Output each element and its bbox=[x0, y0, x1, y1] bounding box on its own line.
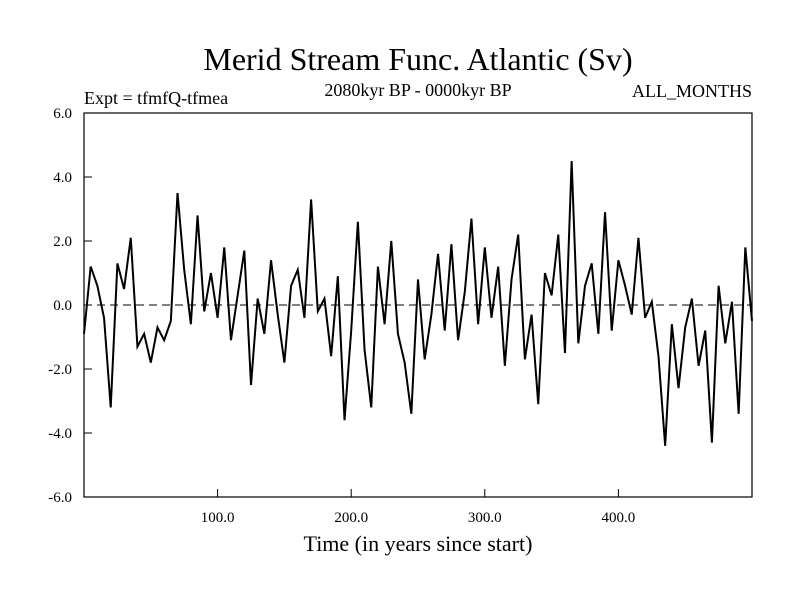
y-tick-label: 0.0 bbox=[53, 298, 72, 314]
x-axis-title: Time (in years since start) bbox=[304, 531, 533, 556]
y-tick-label: 6.0 bbox=[53, 106, 72, 122]
y-tick-label: -4.0 bbox=[48, 426, 72, 442]
time-range-label: 2080kyr BP - 0000kyr BP bbox=[324, 80, 511, 100]
y-tick-label: -2.0 bbox=[48, 362, 72, 378]
x-axis: 100.0 200.0 300.0 400.0 bbox=[201, 489, 636, 526]
months-label: ALL_MONTHS bbox=[632, 81, 752, 101]
x-tick-label: 300.0 bbox=[468, 510, 502, 526]
series-group bbox=[83, 160, 753, 446]
x-tick-label: 100.0 bbox=[201, 510, 235, 526]
y-tick-label: 2.0 bbox=[53, 234, 72, 250]
y-tick-label: 4.0 bbox=[53, 170, 72, 186]
x-tick-label: 200.0 bbox=[334, 510, 368, 526]
experiment-label: Expt = tfmfQ-tfmea bbox=[84, 88, 228, 108]
y-axis: -6.0 -4.0 -2.0 0.0 2.0 4.0 6.0 bbox=[48, 106, 92, 506]
y-tick-label: -6.0 bbox=[48, 490, 72, 506]
x-tick-label: 400.0 bbox=[602, 510, 636, 526]
chart-title: Merid Stream Func. Atlantic (Sv) bbox=[203, 41, 632, 77]
series-line-0 bbox=[83, 160, 753, 446]
